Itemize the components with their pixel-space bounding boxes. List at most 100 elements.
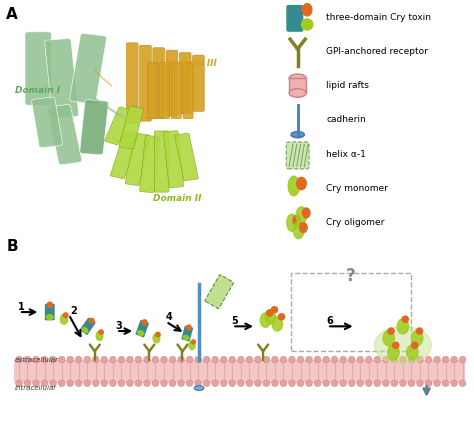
Circle shape: [212, 356, 219, 363]
Circle shape: [293, 215, 301, 225]
Circle shape: [109, 380, 116, 387]
Ellipse shape: [291, 132, 304, 138]
Ellipse shape: [265, 310, 275, 324]
FancyBboxPatch shape: [32, 97, 63, 148]
Circle shape: [297, 178, 306, 190]
Ellipse shape: [289, 74, 306, 83]
Circle shape: [50, 356, 56, 363]
Circle shape: [374, 356, 381, 363]
Text: B: B: [7, 239, 19, 254]
FancyBboxPatch shape: [286, 5, 303, 32]
Circle shape: [417, 356, 423, 363]
FancyBboxPatch shape: [105, 107, 133, 145]
Text: 2: 2: [70, 307, 77, 316]
Circle shape: [451, 380, 457, 387]
Bar: [289, 78, 306, 93]
Circle shape: [84, 356, 91, 363]
FancyBboxPatch shape: [119, 106, 143, 149]
Ellipse shape: [137, 331, 144, 336]
Text: three-domain Cry toxin: three-domain Cry toxin: [326, 12, 431, 22]
Text: ?: ?: [346, 267, 356, 285]
Circle shape: [152, 380, 159, 387]
FancyBboxPatch shape: [179, 53, 191, 114]
Ellipse shape: [46, 315, 53, 320]
FancyBboxPatch shape: [164, 131, 183, 188]
Circle shape: [263, 380, 270, 387]
Circle shape: [24, 380, 31, 387]
Ellipse shape: [96, 331, 103, 340]
Circle shape: [50, 380, 56, 387]
Circle shape: [191, 340, 195, 344]
Circle shape: [425, 380, 432, 387]
Circle shape: [300, 222, 307, 233]
Circle shape: [451, 356, 457, 363]
Circle shape: [280, 380, 287, 387]
Circle shape: [417, 328, 423, 334]
Circle shape: [391, 356, 398, 363]
Circle shape: [411, 342, 418, 348]
FancyBboxPatch shape: [155, 131, 169, 192]
Circle shape: [237, 380, 244, 387]
Circle shape: [340, 380, 346, 387]
Circle shape: [400, 356, 406, 363]
Circle shape: [169, 356, 176, 363]
Circle shape: [306, 380, 312, 387]
Ellipse shape: [288, 176, 300, 196]
FancyBboxPatch shape: [80, 100, 109, 155]
Ellipse shape: [388, 345, 399, 360]
FancyBboxPatch shape: [171, 62, 182, 119]
Circle shape: [109, 356, 116, 363]
Circle shape: [89, 318, 94, 323]
Circle shape: [314, 356, 321, 363]
Ellipse shape: [374, 326, 431, 364]
FancyBboxPatch shape: [47, 104, 82, 165]
Circle shape: [459, 380, 466, 387]
Circle shape: [127, 380, 133, 387]
Circle shape: [178, 356, 184, 363]
Circle shape: [135, 380, 142, 387]
Text: lipid rafts: lipid rafts: [326, 81, 369, 90]
Circle shape: [357, 380, 364, 387]
Circle shape: [323, 356, 329, 363]
Circle shape: [161, 356, 167, 363]
Circle shape: [58, 380, 65, 387]
Text: GPI-anchored receptor: GPI-anchored receptor: [326, 47, 428, 56]
Circle shape: [246, 380, 253, 387]
Ellipse shape: [260, 313, 271, 327]
Circle shape: [58, 356, 65, 363]
Circle shape: [279, 314, 284, 320]
Circle shape: [331, 356, 338, 363]
Ellipse shape: [60, 314, 68, 324]
Circle shape: [340, 356, 346, 363]
Circle shape: [229, 356, 236, 363]
Text: cadherin: cadherin: [326, 115, 366, 125]
Circle shape: [67, 380, 73, 387]
Circle shape: [135, 356, 142, 363]
Circle shape: [16, 380, 22, 387]
FancyBboxPatch shape: [182, 326, 193, 341]
Text: 1: 1: [18, 302, 25, 312]
Circle shape: [408, 380, 415, 387]
Ellipse shape: [383, 331, 394, 346]
Circle shape: [195, 356, 201, 363]
FancyBboxPatch shape: [286, 142, 309, 169]
Circle shape: [374, 380, 381, 387]
Ellipse shape: [183, 336, 189, 340]
Circle shape: [306, 356, 312, 363]
Circle shape: [144, 380, 150, 387]
Circle shape: [267, 310, 273, 316]
FancyBboxPatch shape: [148, 62, 158, 119]
Circle shape: [434, 380, 440, 387]
FancyBboxPatch shape: [153, 48, 164, 119]
Circle shape: [67, 356, 73, 363]
Circle shape: [47, 302, 53, 307]
Circle shape: [156, 332, 160, 337]
Circle shape: [348, 380, 355, 387]
Ellipse shape: [397, 319, 409, 334]
Text: 6: 6: [326, 316, 333, 326]
Circle shape: [400, 380, 406, 387]
Text: Cry oligomer: Cry oligomer: [326, 218, 384, 227]
Circle shape: [246, 356, 253, 363]
Circle shape: [280, 356, 287, 363]
FancyBboxPatch shape: [110, 131, 138, 179]
